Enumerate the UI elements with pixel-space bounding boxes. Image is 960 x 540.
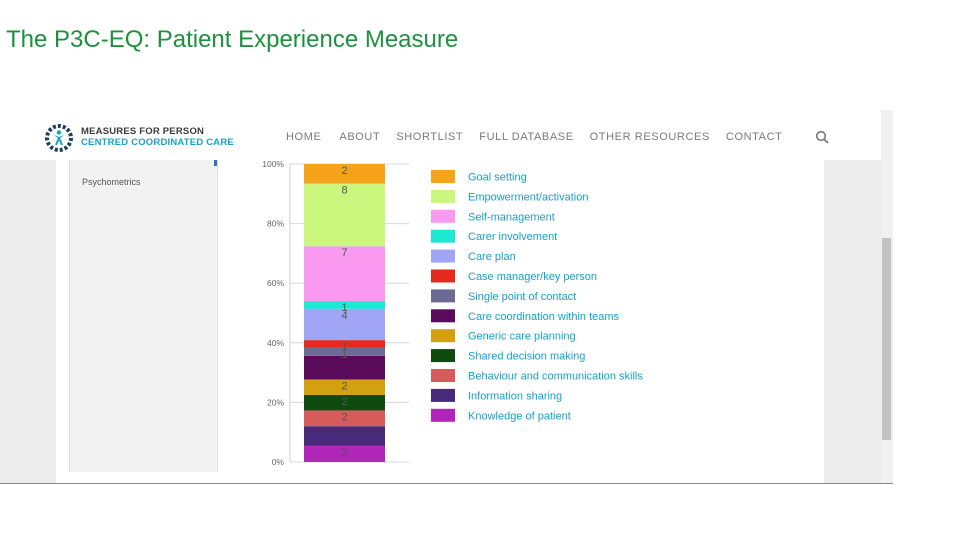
bar-segment [304, 164, 385, 184]
legend-label: Case manager/key person [468, 271, 597, 283]
legend-label: Self-management [468, 211, 555, 223]
nav-other-resources[interactable]: OTHER RESOURCES [589, 131, 710, 143]
segment-value-label: 7 [341, 247, 347, 259]
segment-value-label: 1 [341, 341, 347, 353]
legend-label: Single point of contact [468, 291, 576, 303]
bar-segment [304, 301, 385, 309]
website-screenshot: MEASURES FOR PERSON CENTRED COORDINATED … [0, 110, 893, 484]
segment-value-label: 1 [341, 302, 347, 314]
legend-swatch [431, 229, 455, 243]
nav-full-database[interactable]: FULL DATABASE [479, 131, 574, 143]
y-tick-label: 100% [262, 159, 284, 169]
bar-segment [304, 410, 385, 427]
bar-segment [304, 347, 385, 356]
legend-label: Care plan [468, 251, 516, 263]
y-tick-label: 20% [267, 397, 284, 407]
legend-swatch [431, 249, 455, 263]
legend-swatch [431, 269, 455, 283]
legend-label: Care coordination within teams [468, 311, 620, 323]
legend-swatch [431, 209, 455, 223]
bar-segment [304, 308, 385, 341]
legend-label: Behaviour and communication skills [468, 371, 643, 383]
legend-label: Empowerment/activation [468, 191, 588, 203]
legend-label: Information sharing [468, 390, 562, 402]
bar-segment [304, 183, 385, 247]
segment-value-label: 2 [341, 380, 347, 392]
screenshot-bottom-border [0, 483, 893, 484]
legend-swatch [431, 408, 455, 422]
bar-segment [304, 379, 385, 395]
segment-value-label: 8 [341, 185, 347, 197]
logo-text-line1[interactable]: MEASURES FOR PERSON [81, 126, 205, 137]
bar-segment [304, 426, 385, 446]
segment-value-label: 4 [341, 310, 347, 322]
legend-swatch [431, 349, 455, 363]
segment-value-label: 2 [341, 411, 347, 423]
bar-segment [304, 394, 385, 411]
nav-home[interactable]: HOME [286, 131, 322, 143]
segment-value-label: 2 [341, 165, 347, 177]
legend-swatch [431, 329, 455, 343]
legend-label: Generic care planning [468, 331, 576, 343]
sidebar: Psychometrics [70, 160, 218, 472]
search-icon[interactable] [815, 130, 829, 144]
main-nav: HOME ABOUT SHORTLIST FULL DATABASE OTHER… [286, 131, 798, 143]
nav-about[interactable]: ABOUT [339, 131, 381, 143]
nav-shortlist[interactable]: SHORTLIST [396, 131, 464, 143]
segment-value-label: 1 [341, 349, 347, 361]
y-tick-label: 60% [267, 278, 284, 288]
site-header: MEASURES FOR PERSON CENTRED COORDINATED … [0, 110, 881, 160]
logo-text-line2[interactable]: CENTRED COORDINATED CARE [81, 137, 234, 148]
legend-label: Carer involvement [468, 231, 557, 243]
segment-value-label: 2 [341, 447, 347, 459]
legend-swatch [431, 189, 455, 203]
legend-label: Shared decision making [468, 351, 585, 363]
scrollbar-thumb[interactable] [882, 238, 891, 440]
legend-label: Goal setting [468, 172, 527, 184]
legend-swatch [431, 170, 455, 183]
legend-label: Knowledge of patient [468, 410, 571, 422]
legend-swatch [431, 289, 455, 303]
bar-segment [304, 246, 385, 302]
segment-value-label: 2 [341, 396, 347, 408]
sidebar-border [69, 160, 70, 472]
y-tick-label: 40% [267, 338, 284, 348]
sidebar-item-psychometrics[interactable]: Psychometrics [82, 177, 141, 187]
y-tick-label: 80% [267, 219, 284, 229]
y-tick-label: 0% [272, 457, 285, 467]
logo-gear-icon [45, 124, 73, 152]
bar-segment [304, 355, 385, 380]
bar-segment [304, 340, 385, 348]
slide-title: The P3C-EQ: Patient Experience Measure [6, 26, 459, 53]
bar-segment [304, 445, 385, 462]
legend-swatch [431, 369, 455, 382]
nav-contact[interactable]: CONTACT [725, 131, 783, 143]
legend-swatch [431, 309, 455, 323]
legend-swatch [431, 388, 455, 402]
sidebar-active-marker [214, 160, 217, 166]
